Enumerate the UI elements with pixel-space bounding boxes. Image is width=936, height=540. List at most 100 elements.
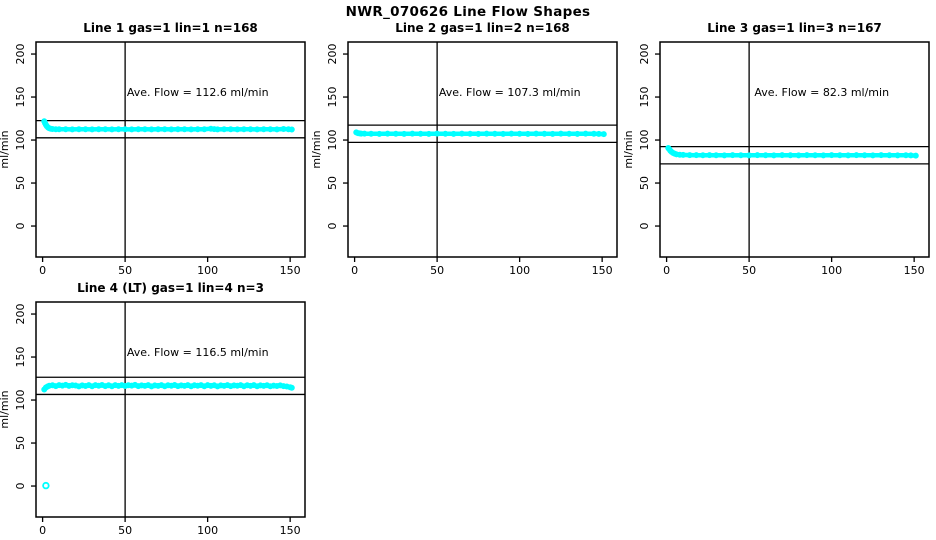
data-point <box>706 152 713 159</box>
data-point <box>288 384 295 391</box>
data-point <box>89 126 96 133</box>
data-point <box>277 382 284 389</box>
x-tick-label: 150 <box>904 264 925 277</box>
data-point <box>467 130 474 137</box>
data-point <box>795 152 802 159</box>
x-tick-label: 50 <box>118 264 132 277</box>
data-point <box>165 382 172 389</box>
data-point <box>812 152 819 159</box>
data-point <box>221 126 228 133</box>
x-tick-label: 50 <box>118 524 132 537</box>
data-point <box>260 126 267 133</box>
data-point <box>254 126 261 133</box>
x-tick-label: 150 <box>280 524 301 537</box>
data-point <box>693 152 700 159</box>
data-point <box>174 383 181 390</box>
data-point <box>247 382 254 389</box>
ave-flow-annotation: Ave. Flow = 107.3 ml/min <box>439 86 581 99</box>
data-point <box>401 130 408 137</box>
data-point <box>582 130 589 137</box>
data-point <box>442 130 449 137</box>
data-point <box>207 125 214 132</box>
data-point <box>746 152 753 159</box>
data-point <box>836 152 843 159</box>
data-point <box>912 152 919 159</box>
data-point <box>853 152 860 159</box>
data-point <box>392 130 399 137</box>
y-tick-label: 0 <box>14 223 27 230</box>
data-point <box>828 152 835 159</box>
data-point <box>450 130 457 137</box>
x-tick-label: 100 <box>821 264 842 277</box>
data-point <box>224 382 231 389</box>
data-point <box>75 126 82 133</box>
data-point <box>234 382 241 389</box>
data-point <box>207 382 214 389</box>
data-point <box>194 126 201 133</box>
data-point <box>686 152 693 159</box>
data-point <box>82 126 89 133</box>
data-point <box>491 130 498 137</box>
data-point <box>524 130 531 137</box>
data-point <box>549 130 556 137</box>
data-point <box>267 126 274 133</box>
subplot-line-3: Line 3 gas=1 lin=3 n=167 Ave. Flow = 82.3… <box>624 21 930 277</box>
data-point <box>240 126 247 133</box>
data-point <box>95 382 102 389</box>
data-point <box>122 126 129 133</box>
data-point <box>181 382 188 389</box>
x-tick-label: 50 <box>430 264 444 277</box>
data-point <box>861 152 868 159</box>
data-point <box>368 130 375 137</box>
y-tick-label: 100 <box>14 390 27 411</box>
data-point <box>214 126 221 133</box>
y-tick-label: 50 <box>638 176 651 190</box>
data-point <box>475 130 482 137</box>
data-point <box>260 382 267 389</box>
data-point <box>178 382 185 389</box>
data-point <box>102 383 109 390</box>
subplot-title: Line 2 gas=1 lin=2 n=168 <box>395 21 570 35</box>
y-tick-label: 50 <box>14 436 27 450</box>
y-tick-label: 200 <box>638 44 651 65</box>
subplot-line-4: Line 4 (LT) gas=1 lin=4 n=3 Ave. Flow = 1… <box>0 281 306 537</box>
y-tick-label: 0 <box>326 223 339 230</box>
ave-flow-annotation: Ave. Flow = 82.3 ml/min <box>754 86 889 99</box>
data-point <box>434 130 441 137</box>
data-point <box>194 382 201 389</box>
data-point <box>56 126 63 133</box>
y-tick-label: 200 <box>14 304 27 325</box>
data-point <box>155 382 162 389</box>
data-point <box>211 126 218 133</box>
data-point <box>46 382 53 389</box>
ave-flow-annotation: Ave. Flow = 116.5 ml/min <box>127 346 269 359</box>
y-tick-label: 50 <box>326 176 339 190</box>
data-point <box>721 152 728 159</box>
data-point <box>244 382 251 389</box>
y-axis-label: ml/min <box>0 130 11 168</box>
data-point <box>285 126 292 133</box>
data-point <box>557 130 564 137</box>
subplot-line-1: Line 1 gas=1 lin=1 n=168 Ave. Flow = 112.… <box>0 21 306 277</box>
data-point <box>283 383 290 390</box>
data-point <box>141 382 148 389</box>
y-tick-label: 150 <box>14 87 27 108</box>
x-tick-label: 150 <box>592 264 613 277</box>
y-tick-label: 50 <box>14 176 27 190</box>
data-point <box>273 126 280 133</box>
data-point <box>516 130 523 137</box>
x-tick-label: 0 <box>39 524 46 537</box>
data-point <box>227 383 234 390</box>
x-tick-label: 100 <box>197 524 218 537</box>
data-point <box>770 152 777 159</box>
data-point <box>417 130 424 137</box>
y-tick-label: 200 <box>14 44 27 65</box>
y-tick-label: 150 <box>326 87 339 108</box>
data-point <box>894 152 901 159</box>
data-point <box>221 382 228 389</box>
y-axis-label: ml/min <box>312 130 323 168</box>
x-tick-label: 0 <box>663 264 670 277</box>
data-point <box>52 126 59 133</box>
data-point <box>151 382 158 389</box>
data-point <box>72 382 79 389</box>
